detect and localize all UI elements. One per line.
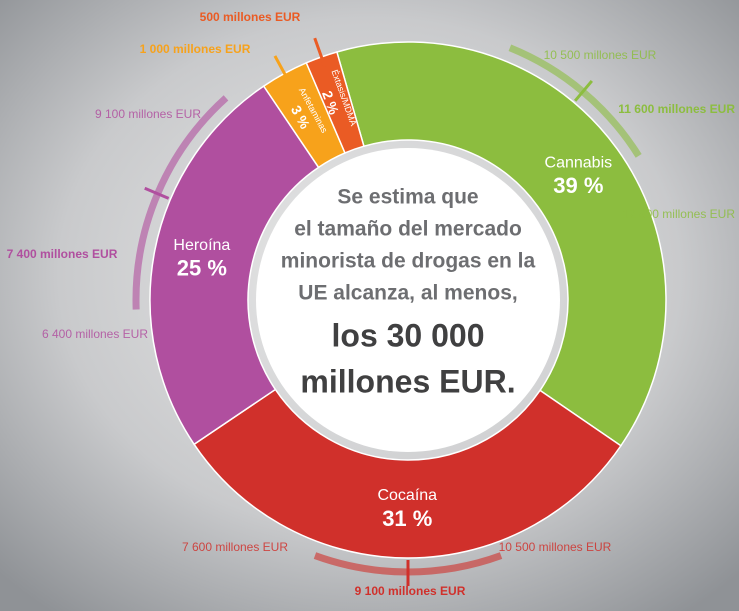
donut-segment xyxy=(149,85,320,446)
estimate-label: 6 400 millones EUR xyxy=(42,327,148,341)
donut-segment xyxy=(335,41,667,447)
center-text: UE alcanza, al menos, xyxy=(298,282,517,305)
center-circle xyxy=(256,148,560,452)
donut-segment xyxy=(305,51,365,154)
segment-value: 31 % xyxy=(382,506,432,531)
estimate-mid-tick xyxy=(313,37,327,67)
segment-name: Cannabis xyxy=(545,154,613,171)
segment-name: Cocaína xyxy=(377,487,437,504)
estimate-label: 9 100 millones EUR xyxy=(355,584,466,598)
estimate-label: 1 000 millones EUR xyxy=(140,42,251,56)
estimate-label: 7 600 millones EUR xyxy=(182,540,288,554)
center-highlight: los 30 000 xyxy=(332,317,485,353)
estimate-mid-tick xyxy=(144,186,170,200)
estimate-label: 10 500 millones EUR xyxy=(499,540,612,554)
estimate-label: 9 100 millones EUR xyxy=(95,107,201,121)
estimate-label: 10 500 millones EUR xyxy=(544,48,657,62)
estimate-label: 12 800 millones EUR xyxy=(622,207,735,221)
segment-value: 39 % xyxy=(553,173,603,198)
center-text: Se estima que xyxy=(337,186,478,209)
segment-name: Heroína xyxy=(173,237,230,254)
center-highlight: millones EUR. xyxy=(300,363,515,399)
segment-value: 25 % xyxy=(177,256,227,281)
segment-value: 2 % xyxy=(319,88,342,117)
estimate-label: 7 400 millones EUR xyxy=(7,247,118,261)
estimate-label: 11 600 millones EUR xyxy=(618,102,735,116)
center-text: el tamaño del mercado xyxy=(294,218,522,241)
estimate-mid-tick xyxy=(273,55,291,83)
center-text: minorista de drogas en la xyxy=(281,250,536,273)
estimate-label: 500 millones EUR xyxy=(200,10,301,24)
estimate-mid-tick xyxy=(573,79,593,102)
donut-segment xyxy=(193,388,622,559)
